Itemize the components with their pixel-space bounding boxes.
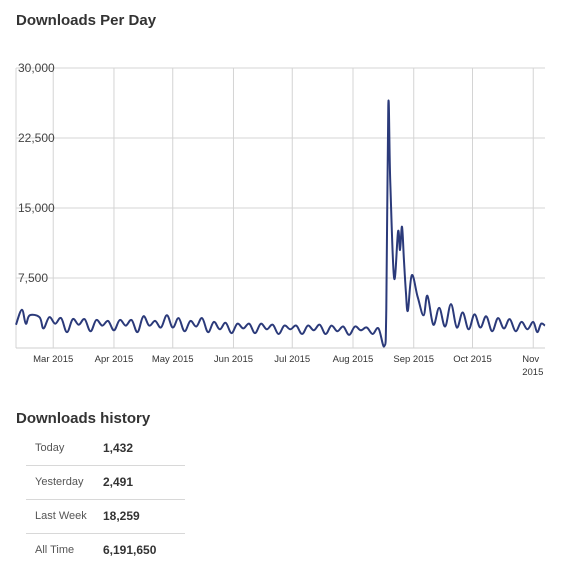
chart-title: Downloads Per Day: [16, 12, 157, 29]
history-row-yesterday: Yesterday 2,491: [26, 466, 185, 500]
x-tick-label: May 2015: [152, 354, 194, 365]
x-tick-label: Mar 2015: [33, 354, 73, 365]
history-label: Last Week: [35, 510, 87, 522]
history-label: Today: [35, 442, 65, 454]
history-row-last-week: Last Week 18,259: [26, 500, 185, 534]
downloads-line-chart: 30,000 22,500 15,000 7,500 Mar 2015 Apr 2015…: [15, 61, 546, 378]
history-value: 2,491: [103, 475, 134, 489]
y-tick-label: 22,500: [18, 131, 55, 145]
x-tick-label: Nov 2015: [522, 354, 543, 378]
history-value: 18,259: [103, 509, 140, 523]
series-line: [15, 99, 546, 348]
history-value: 6,191,650: [103, 543, 157, 557]
x-axis-ticks: Mar 2015 Apr 2015 May 2015 Jun 2015 Jul 2015…: [33, 354, 543, 378]
history-row-all-time: All Time 6,191,650: [26, 534, 185, 567]
series-layer: [15, 99, 546, 348]
history-table: Today 1,432 Yesterday 2,491 Last Week 18…: [26, 432, 185, 567]
y-tick-label: 15,000: [18, 201, 55, 215]
x-tick-label: Jul 2015: [274, 354, 310, 365]
history-label: All Time: [35, 544, 75, 556]
y-tick-label: 30,000: [18, 61, 55, 75]
history-label: Yesterday: [35, 476, 84, 488]
y-tick-label: 7,500: [18, 271, 48, 285]
x-tick-label: Aug 2015: [333, 354, 374, 365]
x-tick-label: Jun 2015: [214, 354, 253, 365]
history-row-today: Today 1,432: [26, 432, 185, 466]
x-tick-label: Apr 2015: [95, 354, 134, 365]
x-tick-label: Sep 2015: [393, 354, 434, 365]
grid-lines: [15, 67, 545, 349]
history-value: 1,432: [103, 441, 134, 455]
history-title: Downloads history: [16, 410, 151, 427]
y-axis-ticks: 30,000 22,500 15,000 7,500: [18, 61, 55, 285]
x-tick-label: Oct 2015: [453, 354, 492, 365]
